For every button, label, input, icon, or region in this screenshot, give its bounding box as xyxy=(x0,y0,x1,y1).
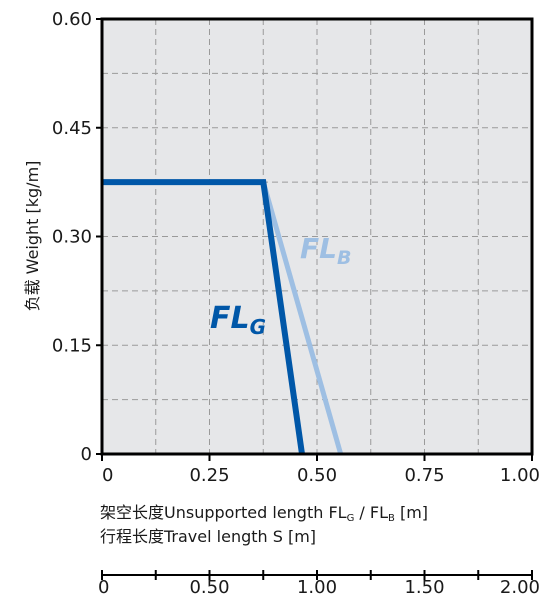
y-tick-label: 0.30 xyxy=(52,227,92,248)
series-label-flg: FLG xyxy=(210,301,266,339)
series-line-fl-b xyxy=(260,181,344,455)
grid-lines xyxy=(102,19,532,454)
y-axis-title: 负载 Weight [kg/m] xyxy=(23,161,42,312)
y-tick-label: 0.45 xyxy=(52,118,92,139)
x2-tick-label: 0 xyxy=(98,577,109,596)
y-tick-label: 0.60 xyxy=(52,9,92,30)
x2-tick-label: 1.50 xyxy=(404,577,444,596)
x-tick-label: 0.75 xyxy=(404,465,444,486)
y-tick-label: 0.15 xyxy=(52,335,92,356)
series-label-flb: FLB xyxy=(300,232,351,269)
series-line-fl-g xyxy=(102,179,305,455)
x-tick-label: 0 xyxy=(102,465,113,486)
x-axis-ticks: 0 0.25 0.50 0.75 1.00 xyxy=(101,454,540,486)
y-axis-ticks: 0 0.15 0.30 0.45 0.60 xyxy=(52,9,102,465)
x2-axis-title: 行程长度Travel length S [m] xyxy=(100,527,316,546)
x2-tick-label: 1.00 xyxy=(297,577,337,596)
series-layer xyxy=(102,179,344,455)
y-tick-label: 0 xyxy=(81,444,92,465)
secondary-x-axis: 0 0.50 1.00 1.50 2.00 xyxy=(98,570,540,596)
x2-tick-label: 0.50 xyxy=(189,577,229,596)
x2-tick-label: 2.00 xyxy=(500,577,540,596)
x-tick-label: 0.25 xyxy=(189,465,229,486)
x-tick-label: 0.50 xyxy=(297,465,337,486)
x-axis-title: 架空长度Unsupported length FLG / FLB [m] xyxy=(100,503,428,524)
x-tick-label: 1.00 xyxy=(500,465,540,486)
